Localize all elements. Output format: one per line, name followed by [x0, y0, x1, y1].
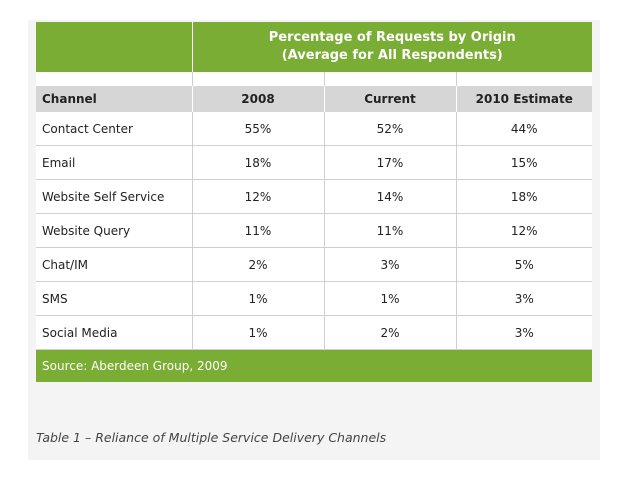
table-row: Website Query 11% 11% 12% — [36, 213, 592, 248]
table-row: Chat/IM 2% 3% 5% — [36, 247, 592, 282]
source-note: Source: Aberdeen Group, 2009 — [36, 349, 592, 382]
value-cell: 14% — [323, 179, 456, 214]
channel-cell: Chat/IM — [36, 247, 192, 282]
channel-cell: Website Self Service — [36, 179, 192, 214]
table-title: Percentage of Requests by Origin (Averag… — [192, 22, 592, 72]
value-cell: 11% — [323, 213, 456, 248]
value-cell: 12% — [191, 179, 324, 214]
column-header: Channel — [36, 86, 192, 112]
value-cell: 3% — [455, 281, 592, 316]
value-cell: 5% — [455, 247, 592, 282]
value-cell: 3% — [323, 247, 456, 282]
value-cell: 18% — [455, 179, 592, 214]
table-title-text: Percentage of Requests by Origin — [268, 30, 516, 45]
table-banner: Percentage of Requests by Origin (Averag… — [36, 22, 592, 72]
value-cell: 1% — [191, 315, 324, 350]
table-row: Website Self Service 12% 14% 18% — [36, 179, 592, 214]
table-subtitle-text: (Average for All Respondents) — [281, 48, 503, 63]
table-caption: Table 1 – Reliance of Multiple Service D… — [36, 430, 387, 445]
table-row: Social Media 1% 2% 3% — [36, 315, 592, 350]
table-header-row: Channel 2008 Current 2010 Estimate — [36, 86, 592, 112]
value-cell: 52% — [323, 112, 456, 146]
channel-cell: Website Query — [36, 213, 192, 248]
value-cell: 15% — [455, 145, 592, 180]
spacer-row — [36, 72, 592, 86]
value-cell: 17% — [323, 145, 456, 180]
source-row: Source: Aberdeen Group, 2009 — [36, 349, 592, 382]
column-header: 2010 Estimate — [455, 86, 592, 112]
value-cell: 1% — [191, 281, 324, 316]
channel-cell: SMS — [36, 281, 192, 316]
table-row: Contact Center 55% 52% 44% — [36, 112, 592, 146]
value-cell: 12% — [455, 213, 592, 248]
channel-cell: Contact Center — [36, 112, 192, 146]
value-cell: 2% — [191, 247, 324, 282]
value-cell: 2% — [323, 315, 456, 350]
banner-blank-cell — [36, 22, 193, 72]
channel-cell: Email — [36, 145, 192, 180]
value-cell: 1% — [323, 281, 456, 316]
value-cell: 55% — [191, 112, 324, 146]
value-cell: 11% — [191, 213, 324, 248]
table-row: Email 18% 17% 15% — [36, 145, 592, 180]
data-table: Percentage of Requests by Origin (Averag… — [36, 22, 592, 382]
column-header: 2008 — [191, 86, 324, 112]
channel-cell: Social Media — [36, 315, 192, 350]
value-cell: 44% — [455, 112, 592, 146]
value-cell: 18% — [191, 145, 324, 180]
column-header: Current — [323, 86, 456, 112]
table-row: SMS 1% 1% 3% — [36, 281, 592, 316]
value-cell: 3% — [455, 315, 592, 350]
